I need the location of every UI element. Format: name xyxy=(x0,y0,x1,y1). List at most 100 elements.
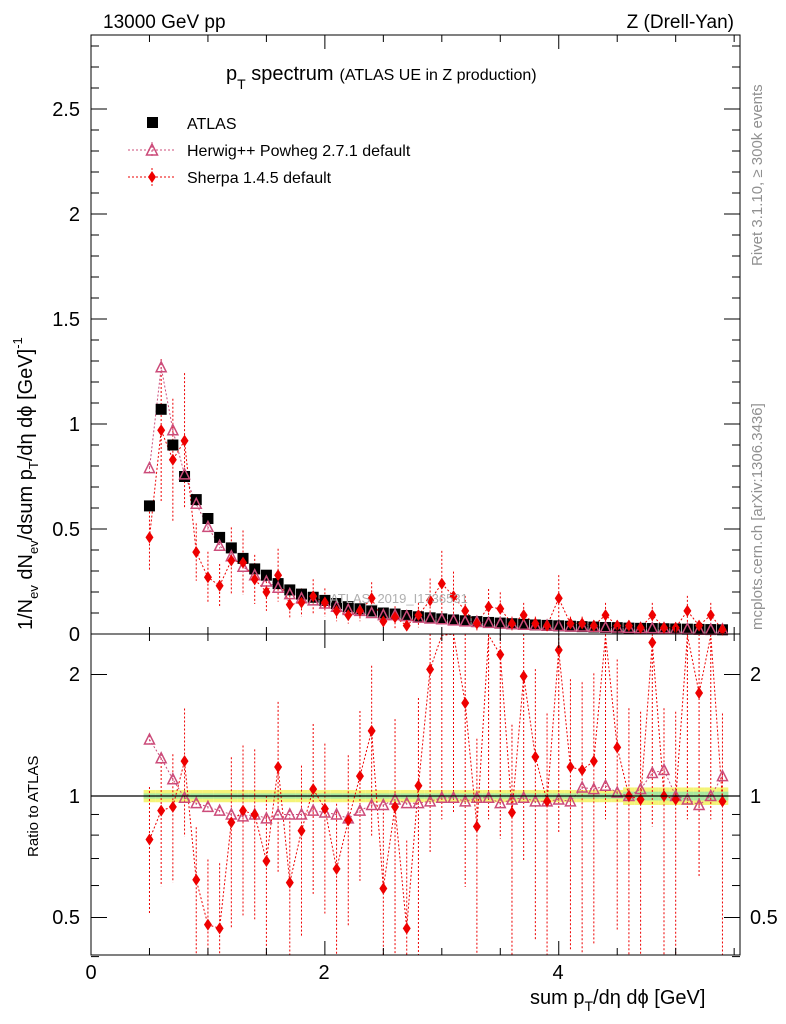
atlas-data-point xyxy=(424,612,436,624)
axis-ticks xyxy=(90,35,740,958)
sherpa-data-point xyxy=(543,619,552,632)
x-tick-label: 4 xyxy=(552,962,563,984)
main-y-tick-label: 0 xyxy=(69,624,80,646)
sherpa-ratio-point xyxy=(613,741,622,754)
sherpa-data-point xyxy=(683,604,692,617)
sherpa-ratio-point xyxy=(262,855,271,868)
sherpa-ratio-point xyxy=(180,755,189,768)
plot-title: pT spectrum (ATLAS UE in Z production) xyxy=(226,63,537,92)
main-y-tick-label: 1 xyxy=(69,414,80,436)
sherpa-data-point xyxy=(145,531,154,544)
herwig-ratio-point xyxy=(283,807,297,820)
sherpa-ratio-point xyxy=(472,820,481,833)
atlas-data-point xyxy=(494,617,506,629)
atlas-data-point xyxy=(705,624,717,636)
herwig-data-point xyxy=(447,613,460,626)
herwig-ratio-point xyxy=(575,780,589,793)
herwig-ratio-point xyxy=(657,762,671,776)
sherpa-ratio-point xyxy=(203,918,212,931)
series-markers xyxy=(143,360,729,935)
sherpa-data-point xyxy=(250,573,259,586)
herwig-ratio-point xyxy=(587,781,601,795)
herwig-ratio-point xyxy=(494,795,507,809)
sherpa-data-point xyxy=(484,600,493,613)
herwig-ratio-point xyxy=(564,794,577,807)
legend-label: Herwig++ Powheg 2.7.1 default xyxy=(187,143,411,160)
herwig-data-point xyxy=(575,619,589,632)
sherpa-data-point xyxy=(496,602,505,615)
sherpa-ratio-point xyxy=(695,686,704,699)
sherpa-data-point xyxy=(554,592,563,605)
herwig-data-point xyxy=(423,611,437,624)
herwig-data-point xyxy=(178,467,191,480)
herwig-ratio-point xyxy=(646,765,659,779)
sherpa-data-point xyxy=(379,615,388,628)
herwig-ratio-point xyxy=(353,803,367,816)
atlas-data-point xyxy=(459,615,471,627)
sherpa-data-point xyxy=(227,554,236,567)
sherpa-ratio-point xyxy=(589,755,598,768)
atlas-data-point xyxy=(436,613,448,625)
herwig-ratio-point xyxy=(190,795,203,809)
herwig-data-point xyxy=(646,620,659,634)
sherpa-ratio-point xyxy=(718,795,727,808)
sherpa-ratio-point xyxy=(578,763,587,776)
herwig-ratio-point xyxy=(599,778,612,792)
legend-label: ATLAS xyxy=(187,116,237,133)
herwig-data-point xyxy=(365,605,378,619)
main-y-tick-label: 2.5 xyxy=(52,99,80,121)
sherpa-ratio-point xyxy=(285,876,294,889)
process-label: Z (Drell-Yan) xyxy=(627,12,734,33)
sherpa-data-point xyxy=(589,619,598,632)
sherpa-data-point xyxy=(332,604,341,617)
sherpa-ratio-point xyxy=(344,814,353,827)
ratio-y-tick-label: 0.5 xyxy=(52,907,80,929)
herwig-ratio-point xyxy=(681,792,694,805)
collision-label: 13000 GeV pp xyxy=(103,12,226,33)
herwig-data-point xyxy=(213,538,226,552)
herwig-ratio-point xyxy=(458,794,472,807)
sherpa-data-point xyxy=(624,619,633,632)
sherpa-ratio-point xyxy=(648,636,657,649)
herwig-ratio-point xyxy=(505,792,519,805)
analysis-watermark: ATLAS_2019_I1736531 xyxy=(330,591,468,606)
sherpa-data-point xyxy=(706,609,715,622)
sherpa-data-point xyxy=(180,434,189,447)
sherpa-data-point xyxy=(437,577,446,590)
legend-marker-sherpa xyxy=(148,171,156,183)
sherpa-data-point xyxy=(519,609,528,622)
legend-marker-atlas xyxy=(147,117,158,128)
herwig-ratio-point xyxy=(529,794,542,807)
atlas-data-point xyxy=(366,605,378,617)
sherpa-ratio-point xyxy=(519,670,528,683)
atlas-data-point xyxy=(225,542,237,554)
sherpa-data-point xyxy=(262,586,271,598)
herwig-ratio-point xyxy=(365,797,378,811)
herwig-data-point xyxy=(143,460,156,474)
sherpa-ratio-point xyxy=(426,663,435,676)
herwig-ratio-point xyxy=(716,768,729,782)
x-tick-label: 0 xyxy=(85,962,96,984)
herwig-ratio-point xyxy=(178,790,191,804)
atlas-data-point xyxy=(448,614,460,626)
sherpa-data-point xyxy=(320,596,329,609)
atlas-data-point xyxy=(331,598,343,610)
atlas-data-point xyxy=(600,621,612,633)
legend-label: Sherpa 1.4.5 default xyxy=(187,170,332,187)
rivet-label: Rivet 3.1.10, ≥ 300k events xyxy=(749,84,766,266)
ratio-y-tick-label-right: 0.5 xyxy=(750,907,778,929)
sherpa-line xyxy=(149,430,723,631)
atlas-data-point xyxy=(143,500,155,512)
axis-tick-labels: 0 0.5 1 1.5 2 2.5 0.5 1 2 0.5 1 2 0 2 4 xyxy=(52,99,778,984)
sherpa-ratio-point xyxy=(297,824,306,837)
sherpa-ratio-point xyxy=(391,800,400,813)
sherpa-data-point xyxy=(239,556,248,569)
sherpa-data-point xyxy=(309,590,318,603)
atlas-data-point xyxy=(214,531,226,543)
herwig-ratio-point xyxy=(517,790,530,804)
herwig-ratio-point xyxy=(482,790,495,804)
sherpa-data-point xyxy=(449,590,458,603)
herwig-ratio-point xyxy=(201,799,215,813)
herwig-ratio-point xyxy=(377,797,390,811)
